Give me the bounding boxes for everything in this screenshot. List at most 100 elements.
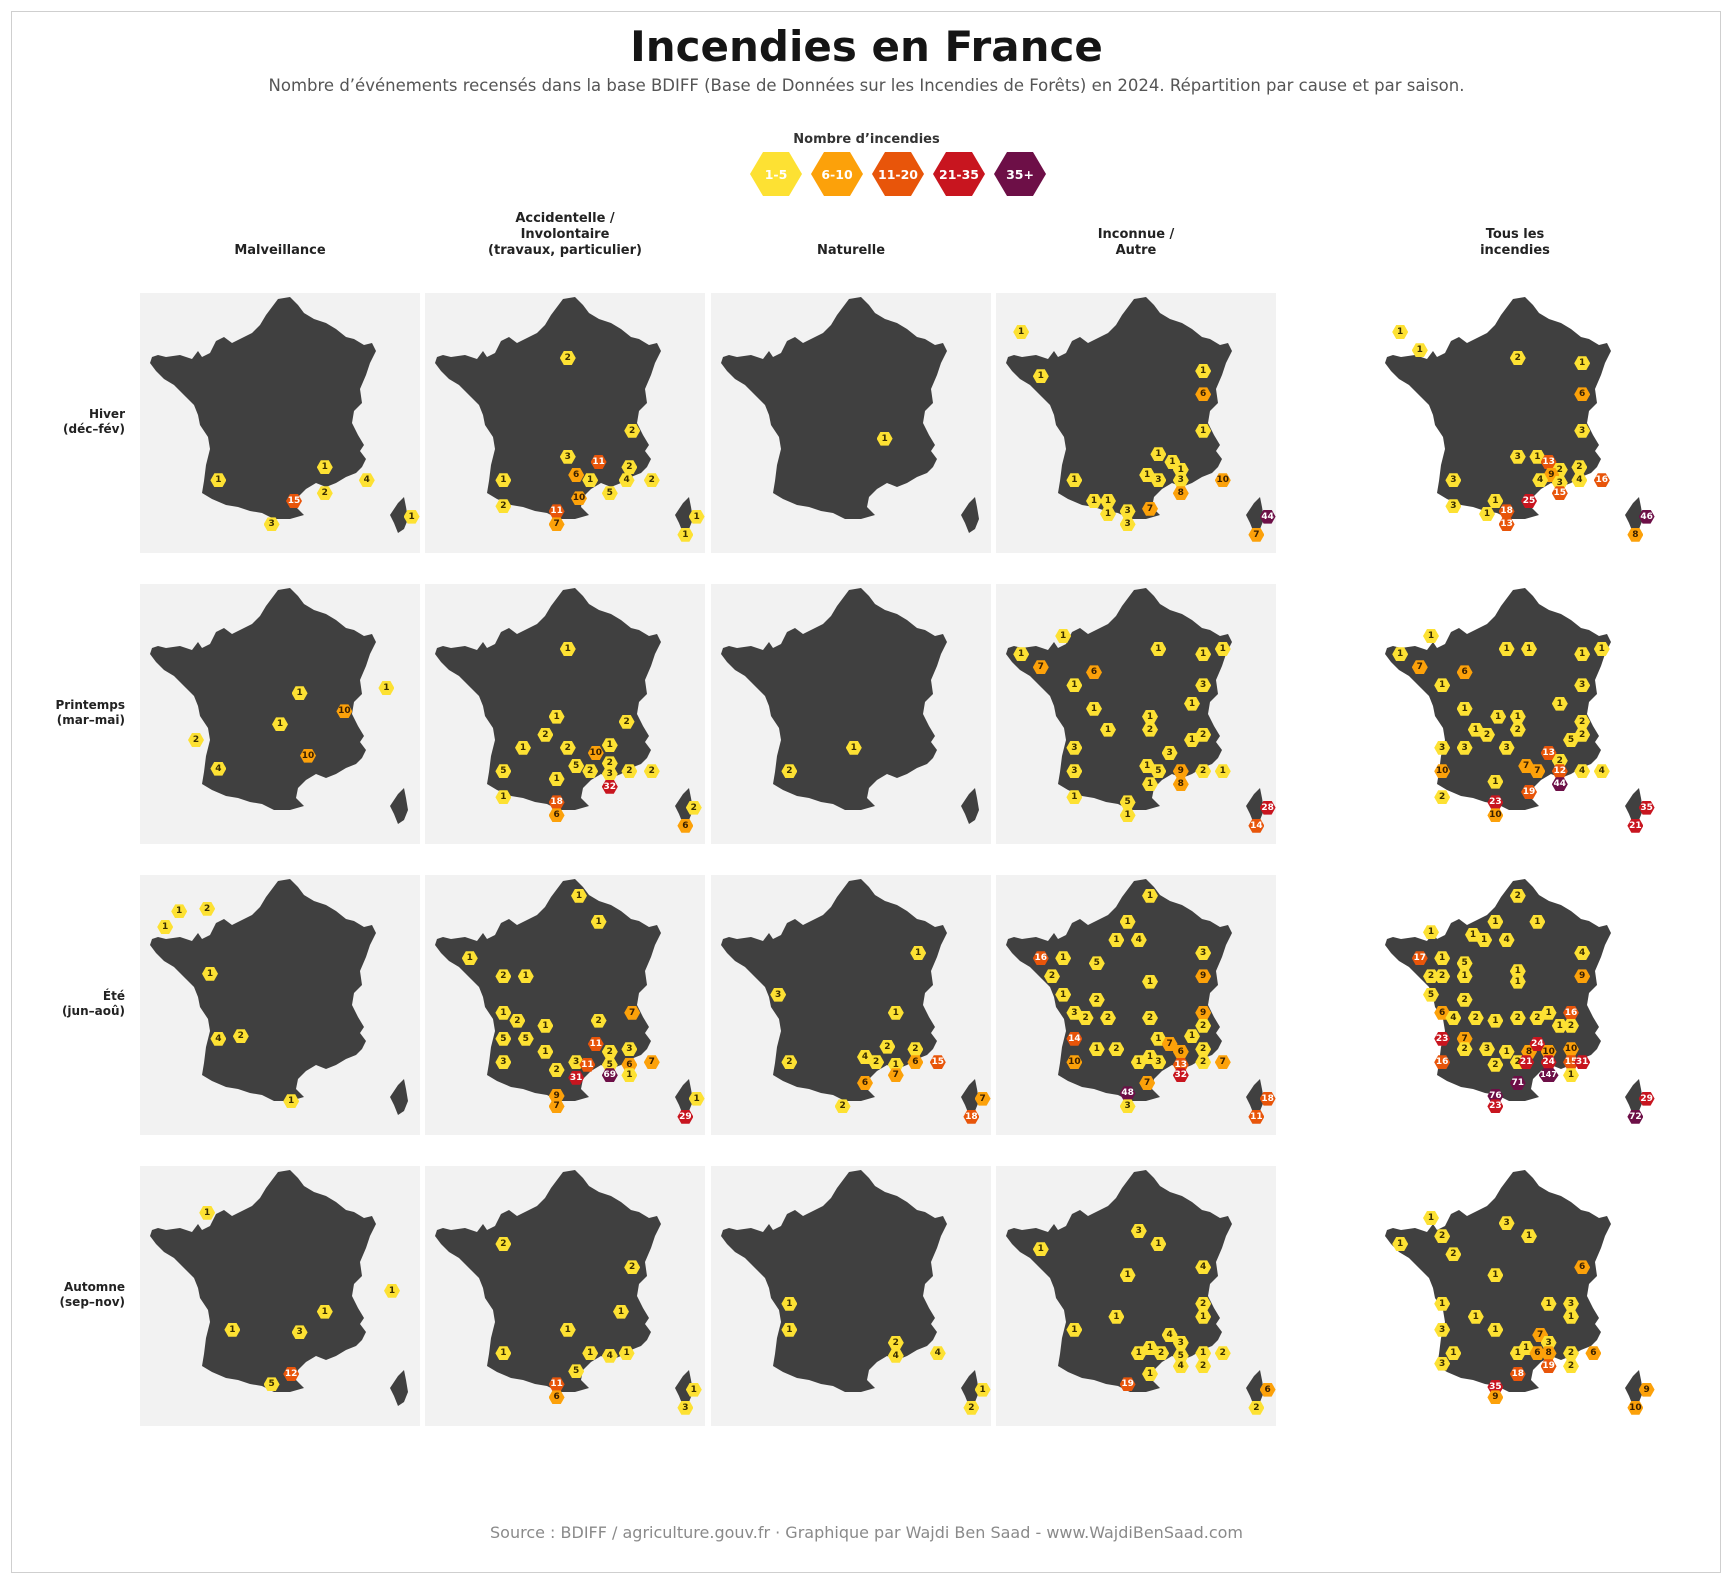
fire-count-marker: 2 <box>1509 888 1526 903</box>
fire-count-marker: 3 <box>1150 473 1167 488</box>
fire-count-marker: 2 <box>1108 1042 1125 1057</box>
fire-count-marker: 1 <box>283 1094 300 1109</box>
fire-count-marker: 1 <box>1066 1322 1083 1337</box>
fire-count-marker: 2 <box>1195 1296 1212 1311</box>
fire-count-marker: 1 <box>910 946 927 960</box>
mainland-shape <box>721 297 947 519</box>
map-panel: 2 1 1 1 1 4 1 17 1 5 4 2 2 1 1 1 9 5 2 6 4 2 1 2 2 1 1 16 2 23 7 2 3 1 8 24… <box>1375 875 1655 1135</box>
fire-count-marker: 18 <box>1259 1091 1276 1106</box>
fire-count-marker: 1 <box>1540 1296 1557 1311</box>
fire-count-marker: 16 <box>1593 473 1610 488</box>
fire-count-marker: 29 <box>677 1109 694 1124</box>
column-header-line: incendies <box>1480 243 1550 258</box>
fire-count-marker: 8 <box>1172 486 1189 501</box>
fire-count-marker: 11 <box>590 455 607 469</box>
fire-count-marker: 1 <box>1540 1005 1557 1020</box>
corsica-shape <box>675 497 693 533</box>
fire-count-marker: 2 <box>188 733 204 747</box>
corsica-shape <box>675 1079 693 1115</box>
fire-count-marker: 46 <box>1638 509 1655 524</box>
fire-count-marker: 3 <box>1066 764 1083 779</box>
mainland-shape <box>150 1170 376 1392</box>
corsica-shape <box>675 1370 693 1406</box>
fire-count-marker: 2 <box>1456 1042 1473 1057</box>
fire-count-marker: 2 <box>590 1013 607 1028</box>
fire-count-marker: 4 <box>857 1050 873 1064</box>
row-header-line: Automne <box>64 1280 125 1294</box>
fire-count-marker: 2 <box>559 351 576 365</box>
fire-count-marker: 2 <box>963 1400 980 1415</box>
fire-count-marker: 5 <box>495 764 512 779</box>
fire-count-marker: 1 <box>1487 1013 1504 1028</box>
fire-count-marker: 3 <box>559 449 576 464</box>
corsica-shape <box>1246 1079 1264 1115</box>
fire-count-marker: 4 <box>358 473 375 488</box>
france-map <box>1006 588 1264 824</box>
map-panel: 1 1 2 1 6 3 3 1 13 2 2 9 4 3 4 16 3 15 25 1 1 18 3 13 46 8 <box>1375 293 1655 553</box>
fire-count-marker: 32 <box>601 779 618 794</box>
fire-count-marker: 4 <box>1130 933 1147 947</box>
fire-count-marker: 1 <box>1086 494 1102 508</box>
fire-count-marker: 1 <box>495 790 512 805</box>
fire-count-marker: 7 <box>1518 759 1535 773</box>
fire-count-marker: 1 <box>1521 1229 1537 1244</box>
fire-count-marker: 3 <box>1434 740 1451 755</box>
fire-count-marker: 2 <box>685 800 702 815</box>
legend-hex: 35+ <box>994 152 1046 196</box>
column-header: Tous les incendies <box>1375 227 1655 259</box>
map-panel: 3 1 1 4 1 2 1 1 1 4 3 1 1 2 5 1 2 4 2 1 19 6 2 <box>996 1166 1276 1426</box>
fire-count-marker: 1 <box>1392 647 1409 662</box>
fire-count-marker: 2 <box>1456 992 1473 1007</box>
fire-count-marker: 2 <box>1142 722 1158 737</box>
fire-count-marker: 24 <box>1540 1055 1557 1070</box>
corsica-shape <box>1246 788 1264 824</box>
fire-count-marker: 1 <box>1467 722 1484 737</box>
fire-count-marker: 1 <box>224 1322 241 1337</box>
fire-count-marker: 13 <box>1498 517 1515 532</box>
legend-item: 6-10 <box>811 152 863 196</box>
fire-count-marker: 6 <box>1574 1260 1591 1275</box>
fire-count-marker: 1 <box>378 681 395 695</box>
column-header-line: Naturelle <box>816 243 886 258</box>
mainland-shape <box>150 297 376 519</box>
fire-count-marker: 1 <box>1066 473 1083 488</box>
map-panel: 1 1 7 6 1 1 1 1 1 3 1 1 1 1 1 2 2 2 2 5 3 3 3 13 2 7 7 12 4 4 10 1 44 19 2… <box>1375 584 1655 844</box>
fire-count-marker: 3 <box>1066 1005 1083 1020</box>
fire-count-marker: 1 <box>1195 1346 1212 1361</box>
fire-count-marker: 7 <box>624 1005 641 1020</box>
fire-count-marker: 1 <box>517 969 534 984</box>
fire-count-marker: 1 <box>316 460 333 475</box>
fire-count-marker: 12 <box>1551 764 1568 779</box>
fire-count-marker: 2 <box>1195 1042 1212 1057</box>
fire-count-marker: 1 <box>1150 1237 1167 1251</box>
figure-title: Incendies en France <box>630 22 1103 71</box>
fire-count-marker: 4 <box>618 473 635 488</box>
fire-count-marker: 1 <box>1130 1055 1147 1070</box>
fire-count-marker: 4 <box>1445 1011 1462 1025</box>
fire-count-marker: 1 <box>1476 933 1493 947</box>
fire-count-marker: 15 <box>286 494 302 508</box>
fire-count-marker: 6 <box>1456 665 1473 680</box>
map-panel: 1 <box>711 293 991 553</box>
fire-count-marker: 14 <box>1066 1031 1083 1046</box>
mainland-shape <box>1006 879 1232 1101</box>
fire-count-marker: 3 <box>1509 449 1526 464</box>
fire-count-marker: 2 <box>1077 1011 1094 1025</box>
map-panel: 1 1 7 6 1 1 1 1 3 1 1 1 1 2 2 1 3 3 1 5 9 2 1 3 8 1 1 5 1 28 14 <box>996 584 1276 844</box>
fire-count-marker: 6 <box>857 1076 873 1090</box>
fire-count-marker: 9 <box>1195 969 1212 984</box>
fire-count-marker: 1 <box>1498 1044 1515 1059</box>
fire-count-marker: 1 <box>1518 1341 1535 1355</box>
figure-frame <box>11 11 1721 1573</box>
fire-count-marker: 2 <box>621 764 638 779</box>
fire-count-marker: 1 <box>1100 507 1116 521</box>
fire-count-marker: 2 <box>1509 351 1526 365</box>
mainland-shape <box>435 588 661 810</box>
corsica-shape <box>1625 1079 1643 1115</box>
fire-count-marker: 1 <box>1498 642 1515 656</box>
fire-count-marker: 2 <box>1434 969 1451 984</box>
fire-count-marker: 2 <box>643 764 660 779</box>
fire-count-marker: 14 <box>1248 818 1265 833</box>
fire-count-marker: 1 <box>1434 1296 1451 1311</box>
fire-count-marker: 3 <box>1119 517 1136 532</box>
